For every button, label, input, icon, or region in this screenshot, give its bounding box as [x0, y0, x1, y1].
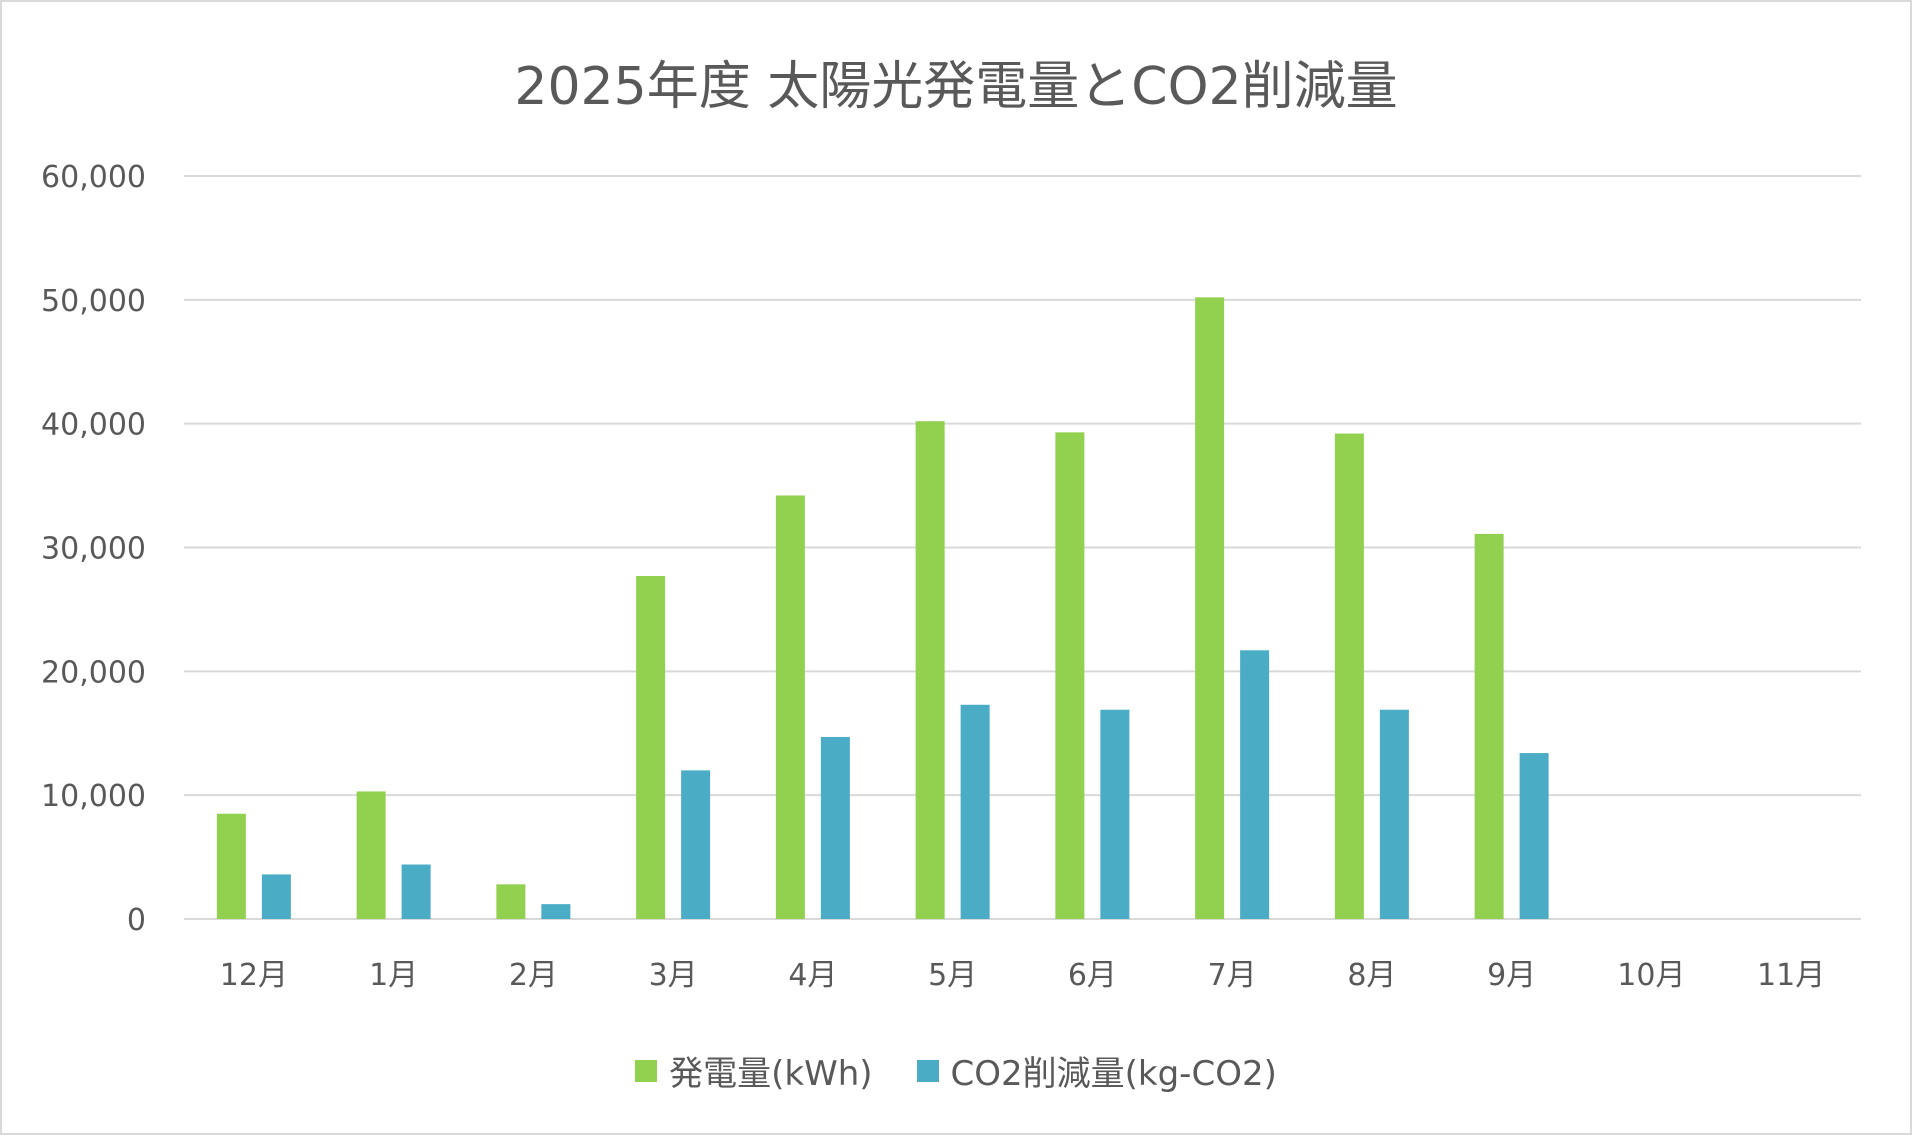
x-tick-label: 11月: [1757, 958, 1825, 993]
x-tick-label: 9月: [1487, 958, 1536, 993]
bar-generation-9: [1474, 533, 1504, 919]
bar-co2-reduction-1: [401, 864, 431, 919]
bar-generation-3: [636, 575, 666, 919]
x-axis-ticks: 12月 1月 2月 3月 4月 5月 6月 7月 8月 9月 10月 11月: [220, 958, 1825, 993]
bars: [216, 297, 1549, 919]
bar-generation-6: [1055, 432, 1085, 919]
bar-generation-4: [775, 495, 805, 919]
legend-swatch: [635, 1059, 658, 1082]
x-tick-label: 12月: [220, 958, 288, 993]
bar-co2-reduction-6: [1100, 709, 1130, 919]
bar-co2-reduction-8: [1379, 709, 1409, 919]
bar-generation-0: [216, 813, 246, 919]
y-tick-label: 60,000: [41, 160, 146, 195]
y-tick-label: 50,000: [41, 284, 146, 319]
chart-title: 2025年度 太陽光発電量とCO2削減量: [514, 57, 1398, 117]
bar-co2-reduction-0: [261, 874, 291, 919]
gridlines: [184, 175, 1861, 920]
x-tick-label: 4月: [788, 958, 837, 993]
x-tick-label: 7月: [1208, 958, 1257, 993]
legend-label: 発電量(kWh): [669, 1054, 873, 1094]
bar-co2-reduction-3: [681, 770, 711, 919]
bar-co2-reduction-4: [820, 736, 850, 919]
x-tick-label: 6月: [1068, 958, 1117, 993]
legend-item: CO2削減量(kg-CO2): [916, 1046, 1277, 1095]
y-tick-label: 40,000: [41, 408, 146, 443]
x-tick-label: 3月: [649, 958, 698, 993]
bar-co2-reduction-2: [541, 904, 571, 919]
bar-generation-1: [356, 791, 386, 919]
y-tick-label: 0: [127, 903, 146, 938]
x-tick-label: 10月: [1617, 958, 1685, 993]
x-tick-label: 5月: [928, 958, 977, 993]
y-tick-label: 30,000: [41, 532, 146, 567]
legend: 発電量(kWh) CO2削減量(kg-CO2): [0, 1046, 1912, 1095]
legend-swatch: [916, 1059, 939, 1082]
x-tick-label: 8月: [1347, 958, 1396, 993]
bar-co2-reduction-5: [960, 704, 990, 919]
y-axis-ticks: 0 10,000 20,000 30,000 40,000 50,000 60,000: [41, 160, 146, 938]
x-tick-label: 1月: [369, 958, 418, 993]
x-tick-label: 2月: [509, 958, 558, 993]
bar-co2-reduction-7: [1240, 650, 1270, 919]
bar-generation-8: [1334, 433, 1364, 919]
y-tick-label: 10,000: [41, 779, 146, 814]
y-tick-label: 20,000: [41, 655, 146, 690]
legend-label: CO2削減量(kg-CO2): [950, 1054, 1277, 1094]
bar-generation-5: [915, 421, 945, 919]
legend-item: 発電量(kWh): [635, 1046, 873, 1095]
bar-generation-2: [496, 884, 526, 919]
bar-co2-reduction-9: [1519, 753, 1549, 919]
bar-generation-7: [1195, 297, 1225, 919]
